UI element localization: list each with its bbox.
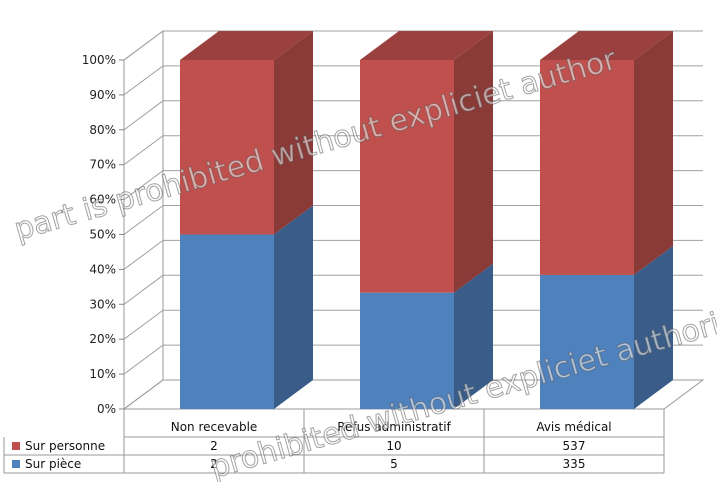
watermark-text: part is prohibited without expliciet aut…: [11, 42, 621, 248]
bar-front: [360, 292, 454, 409]
bar-front: [540, 274, 634, 409]
y-tick-label: 90%: [89, 88, 116, 102]
bar-front: [180, 60, 274, 235]
category-label: Avis médical: [536, 420, 611, 434]
y-tick-label: 10%: [89, 367, 116, 381]
bar-segment: [540, 31, 673, 275]
table-value: 2: [210, 439, 218, 453]
gridline: [123, 170, 703, 201]
bar-segment: [180, 205, 313, 409]
gridline: [123, 205, 703, 235]
gridline: [123, 100, 703, 131]
legend-swatch: [12, 460, 20, 468]
gridlines: [123, 30, 703, 375]
bar-side: [634, 31, 673, 275]
table-value: 5: [390, 457, 398, 471]
bar-front: [540, 60, 634, 275]
bar-side: [454, 31, 493, 293]
gridline: [123, 135, 703, 166]
bar-side: [634, 245, 673, 409]
gridline: [123, 344, 703, 375]
gridline: [123, 274, 703, 305]
bar-front: [180, 234, 274, 409]
table-value: 335: [563, 457, 586, 471]
legend-swatch: [12, 442, 20, 450]
y-tick-label: 20%: [89, 332, 116, 346]
table-value: 2: [210, 457, 218, 471]
y-tick-label: 80%: [89, 123, 116, 137]
y-tick-label: 60%: [89, 193, 116, 207]
bar-side: [274, 31, 313, 235]
gridline: [123, 65, 703, 96]
y-axis: 0% 10% 20% 30% 40% 50% 60% 70% 80% 90% 100%: [82, 53, 124, 416]
bar-top: [540, 31, 673, 60]
gridline: [123, 309, 703, 340]
y-tick-label: 100%: [82, 53, 116, 67]
gridline: [123, 239, 703, 270]
legend-label: Sur pièce: [25, 457, 81, 471]
bar-front: [360, 60, 454, 293]
y-tick-label: 40%: [89, 262, 116, 276]
bar-top: [180, 31, 313, 60]
data-table: Non recevable Refus administratif Avis méd…: [3, 409, 665, 474]
bar-side: [274, 205, 313, 409]
bar-segment: [360, 31, 493, 293]
y-tick-label: 30%: [89, 297, 116, 311]
bar-segment: [540, 245, 673, 409]
legend-label: Sur personne: [25, 439, 105, 453]
table-value: 537: [563, 439, 586, 453]
y-tick-label: 50%: [89, 228, 116, 242]
bar-segment: [360, 263, 493, 409]
bars: [180, 31, 673, 409]
category-label: Non recevable: [171, 420, 258, 434]
gridline: [123, 30, 703, 61]
category-label: Refus administratif: [337, 420, 451, 434]
y-tick-label: 70%: [89, 158, 116, 172]
y-tick-label: 0%: [97, 402, 116, 416]
bar-segment: [180, 31, 313, 235]
table-value: 10: [386, 439, 401, 453]
bar-side: [454, 263, 493, 409]
bar-top: [360, 31, 493, 60]
